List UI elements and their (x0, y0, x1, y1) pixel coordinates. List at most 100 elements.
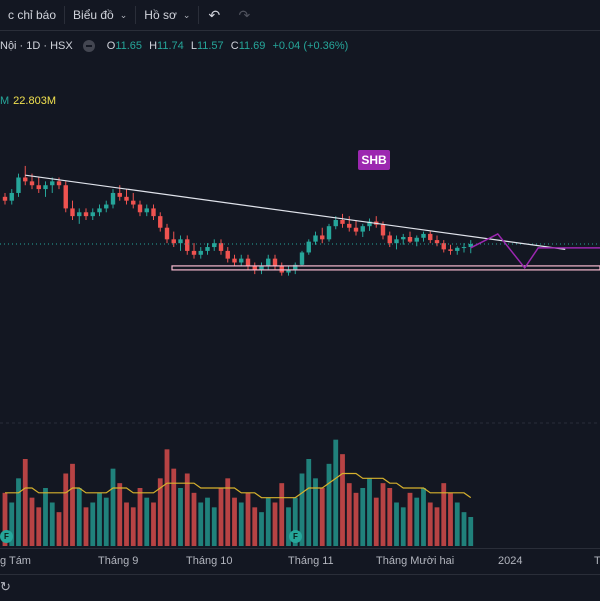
candle-body (421, 233, 426, 238)
volume-bar (211, 507, 217, 546)
candle-body (110, 192, 116, 205)
volume-bar (286, 507, 291, 546)
price-chart[interactable] (0, 0, 600, 548)
indicators-button[interactable]: c chỉ báo (0, 0, 64, 30)
volume-layer (2, 439, 474, 546)
chart-type-dropdown[interactable]: Biểu đồ ⌄ (65, 0, 135, 30)
redo-button[interactable]: ↷ (229, 0, 259, 30)
symbol-title[interactable]: Nội · 1D · HSX (0, 40, 73, 52)
volume-bar (218, 488, 224, 546)
chart-type-label: Biểu đồ (73, 8, 114, 22)
volume-bar (245, 492, 251, 546)
candle-body (293, 264, 298, 270)
volume-bar (326, 463, 332, 546)
candle-body (299, 252, 305, 265)
candle-body (29, 181, 35, 186)
volume-bar (97, 492, 102, 546)
volume-bar (22, 459, 28, 546)
volume-bar (83, 507, 89, 546)
volume-bar (252, 507, 258, 546)
high-label: H (149, 40, 158, 52)
candle-body (117, 192, 122, 197)
support-zone (171, 265, 600, 271)
series-legend: Nội · 1D · HSX O11.65 H11.74 L11.57 C11.… (0, 36, 348, 56)
open-value: 11.65 (115, 40, 143, 52)
volume-bar (272, 502, 278, 546)
volume-bar (110, 468, 116, 546)
volume-bar (144, 497, 150, 546)
volume-bar (16, 478, 21, 546)
close-value: 11.69 (238, 40, 266, 52)
candle-body (104, 204, 109, 209)
candles-layer (2, 165, 473, 276)
collapse-icon[interactable] (82, 40, 95, 52)
indicators-label: c chỉ báo (8, 8, 57, 22)
time-axis[interactable]: g Tám Tháng 9 Tháng 10 Tháng 11 Tháng Mư… (0, 548, 600, 575)
candle-body (320, 235, 325, 240)
volume-bar (333, 439, 339, 546)
trendline (25, 174, 566, 250)
candle-body (164, 227, 170, 240)
replay-icon[interactable]: ↻ (0, 579, 11, 594)
candle-body (333, 220, 338, 227)
volume-bar (103, 497, 109, 546)
candle-body (9, 192, 14, 201)
profile-label: Hồ sơ (144, 8, 177, 22)
candle-body (43, 185, 48, 190)
candle-body (63, 185, 68, 209)
volume-bar (49, 502, 55, 546)
candle-body (225, 250, 230, 259)
volume-bar (292, 497, 298, 546)
volume-bar (43, 488, 48, 546)
volume-bar (137, 488, 143, 546)
candle-body (83, 212, 89, 217)
volume-bar (367, 478, 372, 546)
volume-bar (319, 488, 325, 546)
volume-bar (279, 483, 285, 546)
volume-bar (373, 497, 379, 546)
undo-button[interactable]: ↶ (199, 0, 229, 30)
candle-body (185, 239, 190, 251)
volume-bar (29, 497, 35, 546)
volume-legend: M 22.803M (0, 95, 56, 107)
redo-icon: ↷ (238, 6, 251, 23)
ohlc-values: O11.65 H11.74 L11.57 C11.69 +0.04 (+0.36… (103, 40, 349, 52)
candle-body (70, 208, 75, 217)
candle-body (286, 269, 291, 273)
volume-bar (448, 492, 453, 546)
candle-body (468, 243, 473, 248)
volume-bar (421, 488, 426, 546)
x-tick-label: Tháng 11 (288, 555, 334, 567)
volume-bar (454, 502, 460, 546)
candle-body (97, 208, 102, 213)
volume-bar (9, 502, 15, 546)
volume-bar (360, 488, 366, 546)
chevron-down-icon: ⌄ (182, 9, 191, 20)
shb-label[interactable]: SHB (358, 150, 390, 170)
x-tick-label: 2024 (498, 555, 523, 567)
volume-bar (259, 512, 264, 546)
earnings-flag-icon[interactable]: F (289, 530, 302, 543)
volume-ma-line (5, 472, 472, 499)
earnings-flag-icon[interactable]: F (0, 530, 13, 543)
candle-body (407, 237, 413, 242)
candle-body (205, 247, 210, 251)
volume-bar (353, 492, 359, 546)
volume-bar (461, 512, 467, 546)
candle-body (178, 239, 183, 244)
candle-body (232, 258, 237, 263)
volume-bar (205, 497, 210, 546)
candle-body (448, 249, 453, 251)
low-value: 11.57 (196, 40, 224, 52)
candle-body (266, 258, 271, 267)
volume-bar (191, 492, 197, 546)
x-tick-label: Tháng 9 (98, 555, 139, 567)
volume-bar (151, 502, 156, 546)
candle-body (212, 243, 217, 248)
volume-bar (225, 478, 231, 546)
top-toolbar: c chỉ báo Biểu đồ ⌄ Hồ sơ ⌄ ↶ ↷ (0, 0, 600, 31)
volume-bar (184, 473, 190, 546)
open-label: O (106, 40, 116, 52)
volume-bar (198, 502, 204, 546)
profile-dropdown[interactable]: Hồ sơ ⌄ (136, 0, 198, 30)
